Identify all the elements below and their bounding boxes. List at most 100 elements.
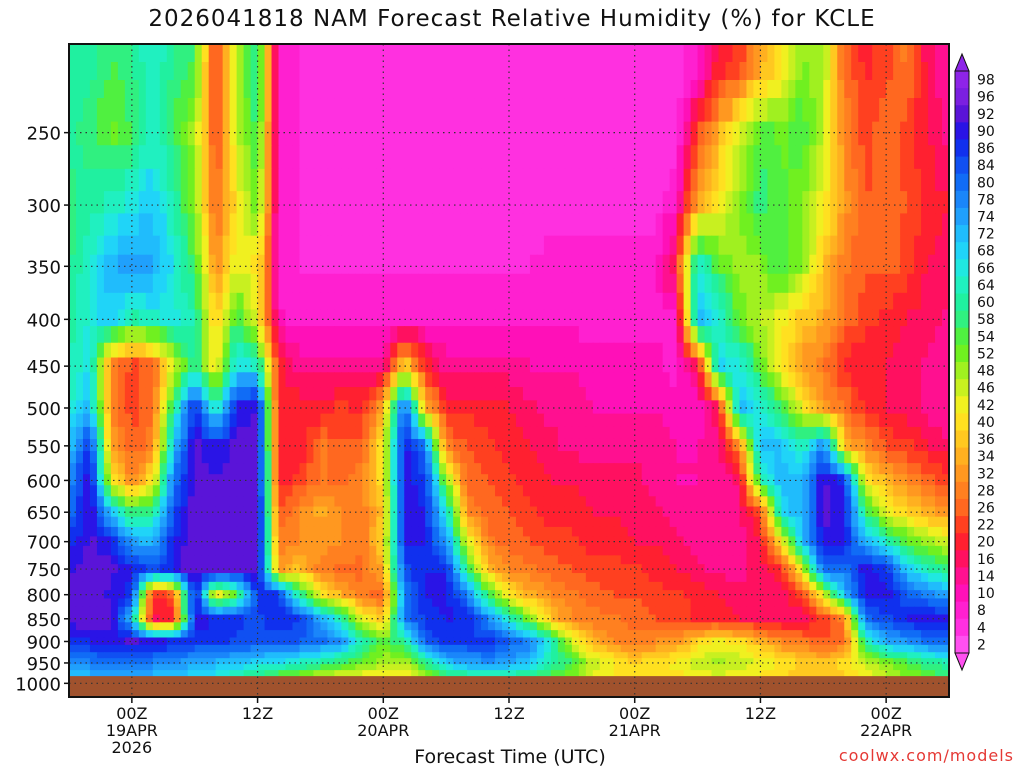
rh-cell <box>669 598 678 608</box>
rh-cell <box>529 555 538 565</box>
rh-cell <box>774 213 782 237</box>
rh-cell <box>767 213 775 237</box>
rh-cell <box>606 545 615 556</box>
rh-cell <box>816 309 824 327</box>
rh-cell <box>509 606 517 616</box>
rh-cell <box>341 606 349 616</box>
rh-cell <box>187 292 196 311</box>
rh-cell <box>243 426 252 440</box>
rh-cell <box>802 555 810 565</box>
rh-cell <box>564 98 573 123</box>
rh-cell <box>634 536 643 547</box>
rh-cell <box>788 555 796 565</box>
rh-cell <box>229 463 238 475</box>
rh-cell <box>460 545 468 556</box>
rh-cell <box>215 213 224 237</box>
rh-cell <box>481 357 489 373</box>
rh-cell <box>306 413 315 428</box>
rh-cell <box>515 564 524 574</box>
rh-cell <box>320 326 329 344</box>
rh-cell <box>606 581 615 591</box>
rh-cell <box>529 451 538 464</box>
rh-cell <box>425 44 433 63</box>
rh-cell <box>781 273 789 294</box>
rh-cell <box>145 309 154 327</box>
rh-cell <box>921 526 929 537</box>
rh-cell <box>285 606 294 616</box>
rh-cell <box>725 545 734 556</box>
rh-cell <box>285 309 294 327</box>
rh-cell <box>697 516 706 528</box>
rh-cell <box>606 564 615 574</box>
rh-cell <box>914 387 922 401</box>
rh-cell <box>362 598 370 608</box>
rh-cell <box>152 254 161 275</box>
rh-cell <box>187 44 196 63</box>
rh-cell <box>592 235 601 256</box>
rh-cell <box>96 342 105 359</box>
rh-cell <box>201 387 210 401</box>
rh-cell <box>774 80 782 99</box>
rh-cell <box>683 326 692 344</box>
rh-cell <box>515 536 524 547</box>
rh-cell <box>201 62 210 81</box>
rh-cell <box>592 121 601 146</box>
rh-cell <box>222 98 231 123</box>
rh-cell <box>564 474 573 486</box>
rh-cell <box>187 485 196 497</box>
rh-cell <box>117 342 126 359</box>
rh-cell <box>117 372 126 388</box>
rh-cell <box>82 326 91 344</box>
rh-cell <box>900 526 908 537</box>
rh-cell <box>711 438 720 452</box>
rh-cell <box>781 98 789 123</box>
rh-cell <box>474 536 482 547</box>
rh-cell <box>201 372 210 388</box>
rh-cell <box>627 80 636 99</box>
rh-cell <box>432 545 440 556</box>
rh-cell <box>110 590 119 600</box>
rh-cell <box>788 213 796 237</box>
rh-cell <box>131 357 140 373</box>
rh-cell <box>229 555 238 565</box>
rh-cell <box>509 145 517 170</box>
rh-cell <box>194 44 203 63</box>
rh-cell <box>781 426 789 440</box>
rh-cell <box>173 235 182 256</box>
rh-cell <box>243 372 252 388</box>
rh-cell <box>376 235 384 256</box>
rh-cell <box>166 44 175 63</box>
rh-cell <box>837 496 845 508</box>
rh-cell <box>578 526 587 537</box>
rh-cell <box>711 573 720 583</box>
rh-cell <box>529 326 538 344</box>
rh-cell <box>397 326 405 344</box>
rh-cell <box>655 254 664 275</box>
rh-cell <box>564 526 573 537</box>
rh-cell <box>697 273 706 294</box>
rh-cell <box>676 485 685 497</box>
rh-cell <box>257 485 266 497</box>
rh-cell <box>271 606 280 616</box>
rh-cell <box>585 168 594 192</box>
rh-cell <box>627 564 636 574</box>
rh-cell <box>704 451 713 464</box>
rh-cell <box>278 372 287 388</box>
rh-cell <box>536 581 545 591</box>
rh-cell <box>418 168 426 192</box>
rh-cell <box>704 573 713 583</box>
rh-cell <box>201 536 210 547</box>
rh-cell <box>802 309 810 327</box>
rh-cell <box>529 387 538 401</box>
rh-cell <box>515 292 524 311</box>
rh-cell <box>341 451 349 464</box>
rh-cell <box>439 400 447 415</box>
rh-cell <box>753 400 762 415</box>
rh-cell <box>620 573 629 583</box>
rh-cell <box>362 463 370 475</box>
rh-cell <box>159 451 168 464</box>
rh-cell <box>271 254 280 275</box>
rh-cell <box>264 145 273 170</box>
rh-cell <box>509 496 517 508</box>
rh-cell <box>460 62 468 81</box>
